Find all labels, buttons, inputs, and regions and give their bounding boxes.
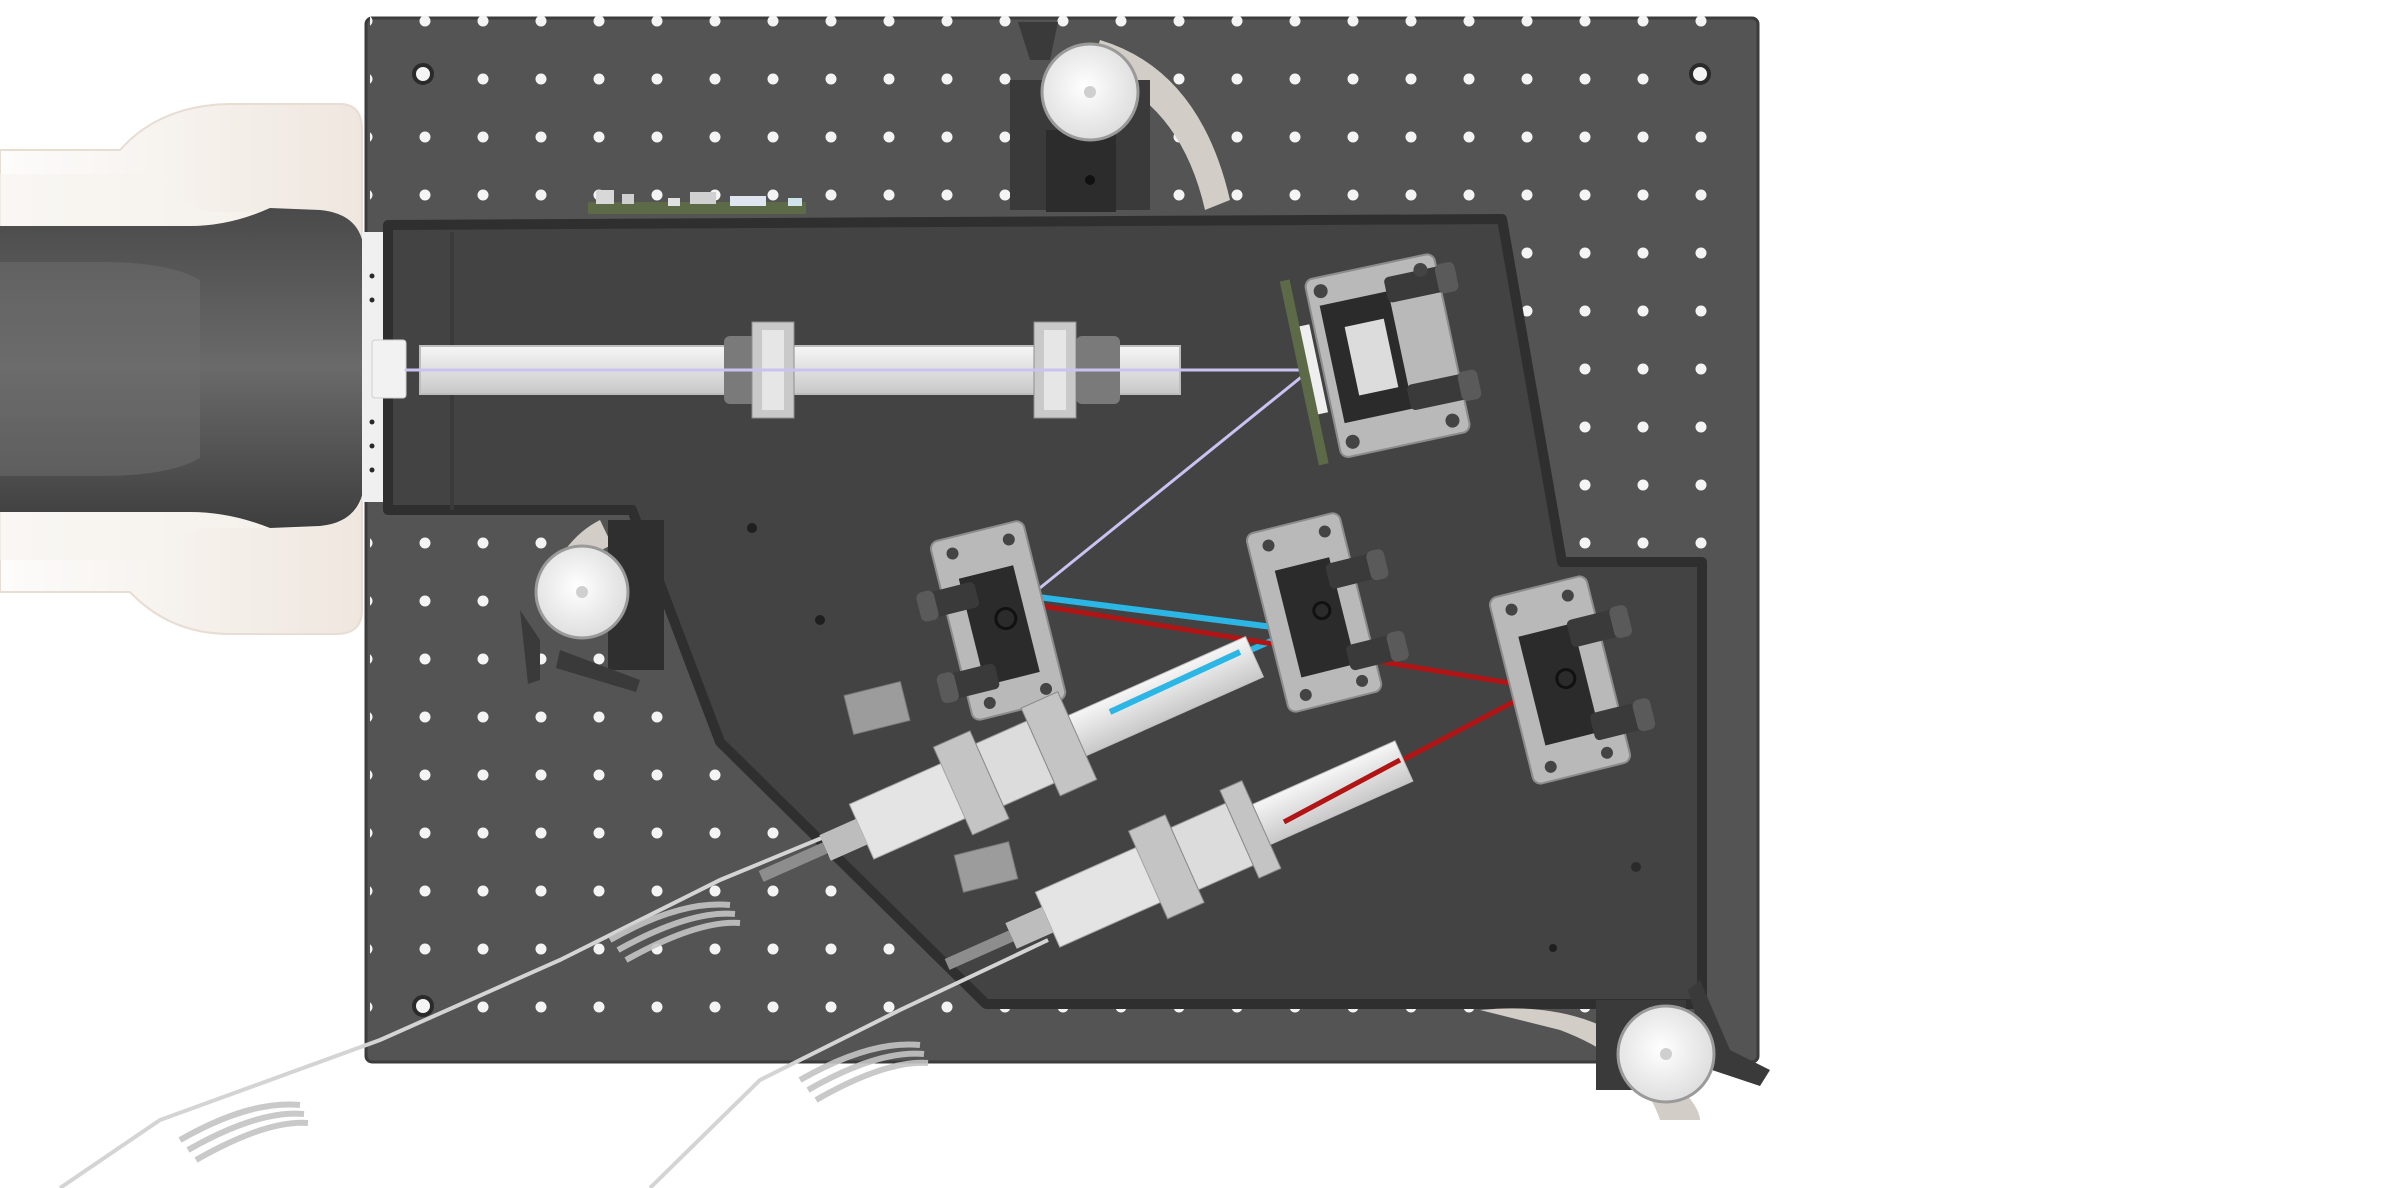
clamp-left: [520, 520, 664, 692]
mount-hole: [412, 63, 434, 85]
mount-hole: [1689, 63, 1711, 85]
adjuster-knob: [1407, 369, 1482, 410]
mount-hole: [815, 615, 825, 625]
mount-hole: [412, 995, 434, 1017]
turning-mirror-mount: [1488, 575, 1656, 785]
beam-red-in-rail: [1282, 757, 1402, 825]
fiber-cable: [58, 816, 1049, 1188]
circuit-board: [588, 190, 806, 214]
mounting-block: [843, 680, 911, 736]
fold-mirror-mount: [1279, 253, 1482, 466]
turning-mirror-mount: [1245, 512, 1409, 713]
light-source-housing: [0, 103, 392, 635]
clamp-top: [1010, 22, 1230, 212]
dichroic-mount: [916, 520, 1067, 721]
mount-hole: [747, 523, 757, 533]
beam-cyan-in-rail: [1108, 649, 1242, 715]
adjuster-knob: [1384, 262, 1459, 303]
fiber-coil: [178, 901, 929, 1163]
mounting-block: [953, 841, 1019, 893]
mount-hole: [1549, 944, 1557, 952]
clamp-bottom: [1480, 980, 1770, 1120]
mount-hole: [1631, 862, 1641, 872]
